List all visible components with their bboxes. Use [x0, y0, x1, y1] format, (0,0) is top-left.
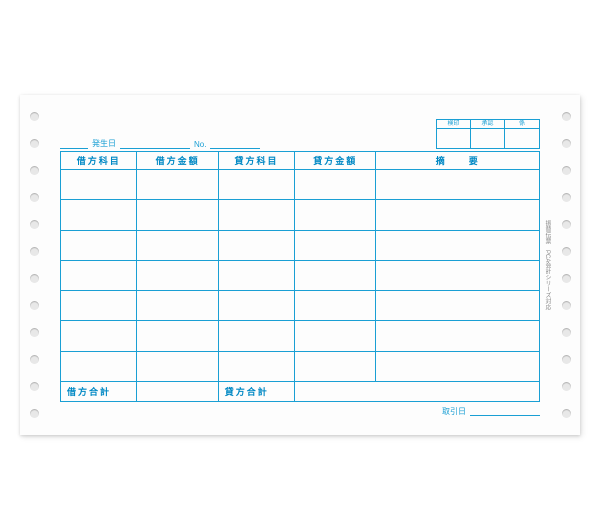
- sprocket-hole: [30, 220, 39, 229]
- sprocket-strip-right: [552, 95, 580, 435]
- sprocket-hole: [562, 166, 571, 175]
- col-credit-account: 貸方科目: [219, 152, 295, 169]
- stamp-area: [437, 129, 470, 148]
- footer-credit-total-value: [295, 382, 539, 401]
- table-row: [61, 170, 539, 200]
- sprocket-hole: [30, 328, 39, 337]
- footer-credit-total-label: 貸方合計: [219, 382, 295, 401]
- col-credit-amount: 貸方金額: [295, 152, 376, 169]
- approval-stamp-grid: 検印 承認 係: [436, 119, 540, 149]
- sprocket-hole: [562, 220, 571, 229]
- col-debit-account: 借方科目: [61, 152, 137, 169]
- sprocket-hole: [30, 382, 39, 391]
- table-body: [61, 170, 539, 381]
- sprocket-strip-left: [20, 95, 48, 435]
- sprocket-hole: [562, 355, 571, 364]
- date-value-line: [120, 139, 190, 149]
- sprocket-hole: [30, 139, 39, 148]
- stamp-column: 承認: [471, 120, 505, 148]
- table-row: [61, 321, 539, 351]
- sprocket-hole: [562, 328, 571, 337]
- no-value-line: [210, 139, 260, 149]
- sprocket-hole: [562, 382, 571, 391]
- form-content: 発生日 No. 検印 承認 係: [60, 117, 540, 417]
- sprocket-hole: [30, 409, 39, 418]
- col-description: 摘 要: [376, 152, 539, 169]
- sprocket-hole: [562, 247, 571, 256]
- sprocket-hole: [30, 247, 39, 256]
- table-row: [61, 200, 539, 230]
- stamp-header: 係: [505, 120, 539, 129]
- stamp-area: [505, 129, 539, 148]
- footer-debit-total-label: 借方合計: [61, 382, 137, 401]
- side-note-text: 振替伝票 PCA会計シリーズ対応: [542, 125, 551, 405]
- sprocket-hole: [30, 355, 39, 364]
- table-row: [61, 352, 539, 381]
- sprocket-hole: [30, 166, 39, 175]
- table-row: [61, 261, 539, 291]
- sprocket-hole: [562, 193, 571, 202]
- sprocket-hole: [562, 409, 571, 418]
- sprocket-hole: [562, 112, 571, 121]
- stamp-header: 承認: [471, 120, 504, 129]
- table-header-row: 借方科目 借方金額 貸方科目 貸方金額 摘 要: [61, 152, 539, 170]
- table-footer-row: 借方合計 貸方合計: [61, 381, 539, 401]
- table-row: [61, 291, 539, 321]
- sprocket-hole: [562, 139, 571, 148]
- header-strip: 発生日 No. 検印 承認 係: [60, 117, 540, 149]
- stamp-area: [471, 129, 504, 148]
- date-field: 発生日 No.: [60, 138, 260, 149]
- sprocket-hole: [30, 301, 39, 310]
- table-row: [61, 231, 539, 261]
- sprocket-hole: [562, 301, 571, 310]
- no-label: No.: [194, 140, 206, 149]
- footer-debit-total-value: [137, 382, 218, 401]
- sprocket-hole: [30, 193, 39, 202]
- bottom-strip: 取引日: [60, 405, 540, 417]
- continuous-form-paper: 振替伝票 PCA会計シリーズ対応 発生日 No. 検印 承認: [20, 95, 580, 435]
- transaction-date-label: 取引日: [442, 406, 466, 417]
- date-label: 発生日: [92, 138, 116, 149]
- stamp-column: 検印: [437, 120, 471, 148]
- sprocket-hole: [562, 274, 571, 283]
- date-prefix-line: [60, 139, 88, 149]
- sprocket-hole: [30, 112, 39, 121]
- col-debit-amount: 借方金額: [137, 152, 218, 169]
- stamp-header: 検印: [437, 120, 470, 129]
- sprocket-hole: [30, 274, 39, 283]
- journal-table: 借方科目 借方金額 貸方科目 貸方金額 摘 要 借方合計 貸方合計: [60, 151, 540, 402]
- transaction-date-line: [470, 406, 540, 416]
- stamp-column: 係: [505, 120, 539, 148]
